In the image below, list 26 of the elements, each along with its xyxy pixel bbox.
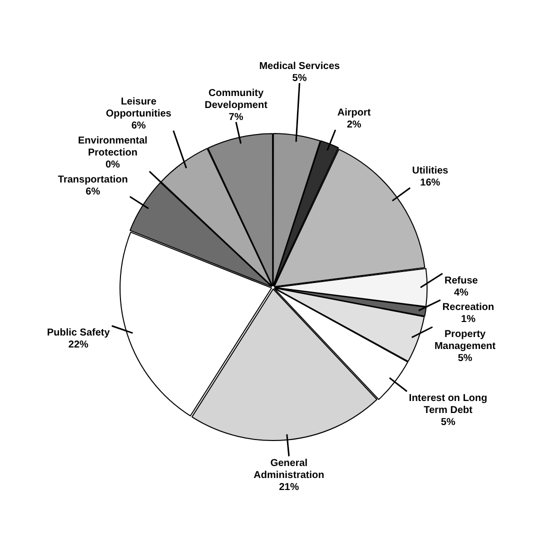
data-label: 6% (131, 120, 146, 132)
data-label: 7% (228, 112, 244, 123)
slice-label: Public Safety (46, 328, 110, 339)
data-label: 21% (278, 482, 300, 493)
legend-label: Transportation (58, 174, 128, 186)
text: 0% (105, 159, 120, 170)
data-label: 4% (454, 287, 469, 298)
slice-label: Refuse (444, 275, 478, 286)
data-label: 6% (86, 186, 100, 198)
data-label: 2% (346, 120, 362, 131)
slice-label: Medical Services (259, 60, 340, 72)
slice-label: Airport (337, 108, 372, 119)
slice-label: Community Development (204, 88, 268, 111)
slice-label: General Administration (254, 458, 324, 481)
slice-label: Leisure Opportunities (106, 96, 172, 120)
data-label: 5% (440, 417, 456, 428)
category-label: Environmental Protection (78, 135, 148, 158)
data-label: 1% (461, 314, 476, 325)
data-label: 16% (420, 178, 440, 189)
slice-label: Property Management (434, 328, 496, 352)
slice-label: Recreation (442, 302, 494, 313)
data-label: 5% (292, 72, 307, 84)
slice-label: Interest on Long Term Debt (408, 393, 488, 416)
data-label: 22% (68, 340, 89, 351)
slice-label: Utilities (412, 166, 449, 177)
data-label: 5% (458, 352, 472, 364)
